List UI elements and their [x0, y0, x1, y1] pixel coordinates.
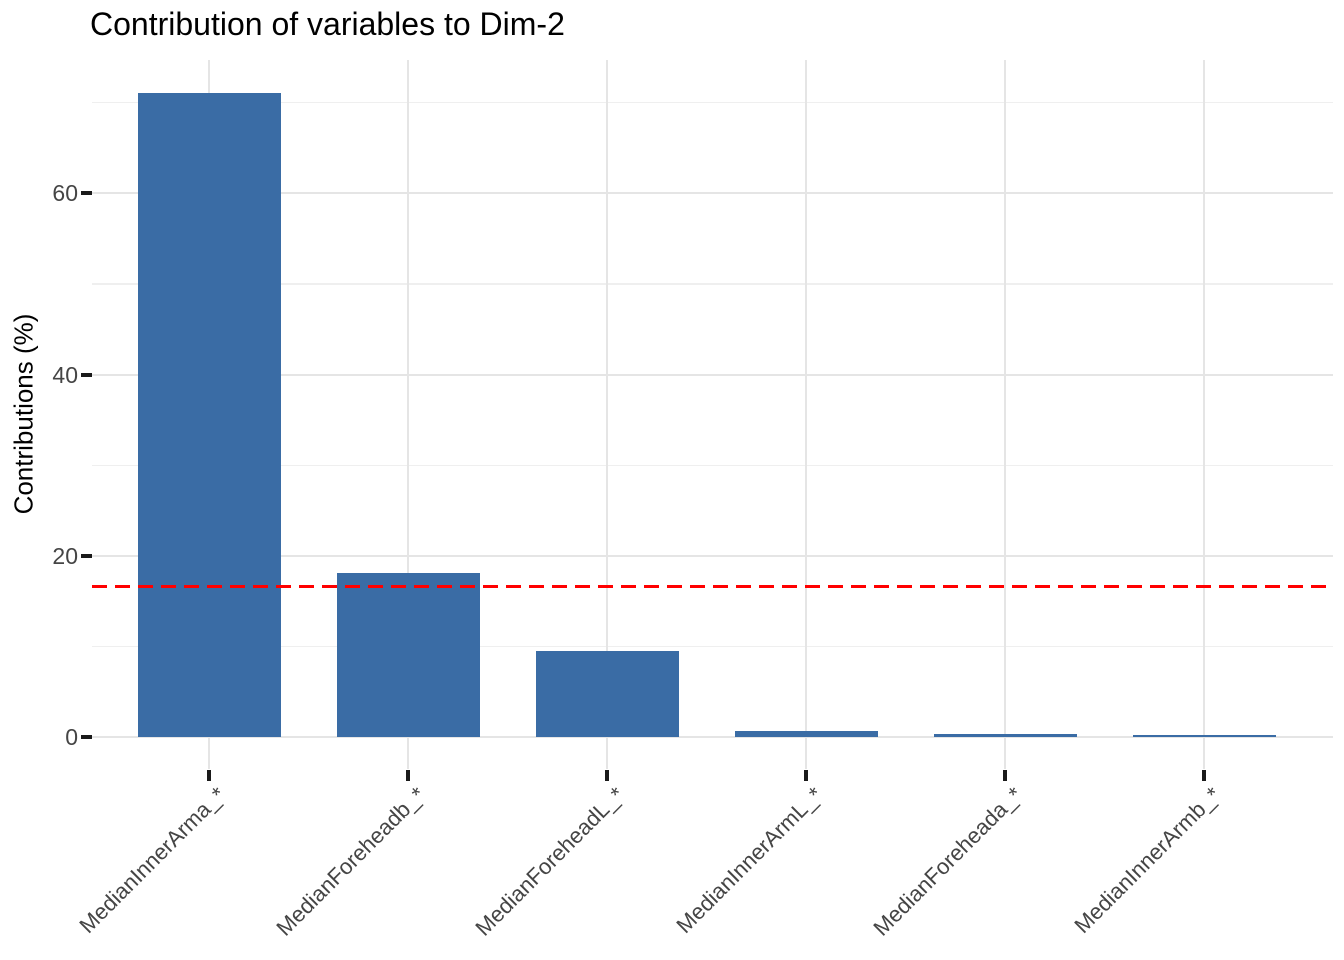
h-gridline-minor	[92, 464, 1333, 467]
bar	[1132, 734, 1276, 738]
x-axis-tick	[207, 770, 211, 781]
bar	[933, 733, 1077, 738]
bar	[734, 730, 878, 738]
v-gridline	[1004, 60, 1006, 769]
bar	[336, 573, 480, 738]
y-axis-title: Contributions (%)	[8, 313, 39, 515]
y-axis-tick	[81, 372, 92, 377]
x-axis-tick	[804, 770, 808, 781]
y-axis-tick	[81, 735, 92, 740]
x-axis-tick	[1202, 770, 1206, 781]
v-gridline	[606, 60, 608, 769]
chart-title: Contribution of variables to Dim-2	[90, 6, 565, 42]
x-axis-label: MedianForeheadL_*	[470, 782, 629, 941]
x-axis-label: MedianInnerArmb_*	[1069, 782, 1226, 939]
h-gridline-major	[92, 192, 1333, 195]
y-axis-label: 0	[65, 724, 78, 751]
x-axis-label: MedianForeheadb_*	[271, 782, 430, 941]
x-axis-tick	[1003, 770, 1007, 781]
plot-panel	[92, 60, 1333, 769]
y-axis-label: 40	[52, 361, 78, 388]
x-axis-label: MedianForeheada_*	[868, 782, 1027, 941]
v-gridline	[1203, 60, 1205, 769]
v-gridline	[805, 60, 807, 769]
h-gridline-minor	[92, 101, 1333, 104]
threshold-line	[92, 584, 1333, 588]
x-axis-tick	[605, 770, 609, 781]
h-gridline-major	[92, 373, 1333, 376]
h-gridline-major	[92, 554, 1333, 557]
y-axis-label: 60	[52, 180, 78, 207]
x-axis-label: MedianInnerArmL_*	[671, 782, 828, 939]
h-gridline-minor	[92, 645, 1333, 648]
h-gridline-minor	[92, 283, 1333, 285]
y-axis-tick	[81, 191, 92, 196]
bar	[137, 92, 281, 738]
x-axis-tick	[406, 770, 410, 781]
h-gridline-major	[92, 736, 1333, 739]
v-gridline	[407, 60, 409, 769]
y-axis-tick	[81, 553, 92, 558]
x-axis-label: MedianInnerArma_*	[74, 782, 231, 939]
bar	[535, 651, 679, 738]
y-axis-label: 20	[52, 542, 78, 569]
